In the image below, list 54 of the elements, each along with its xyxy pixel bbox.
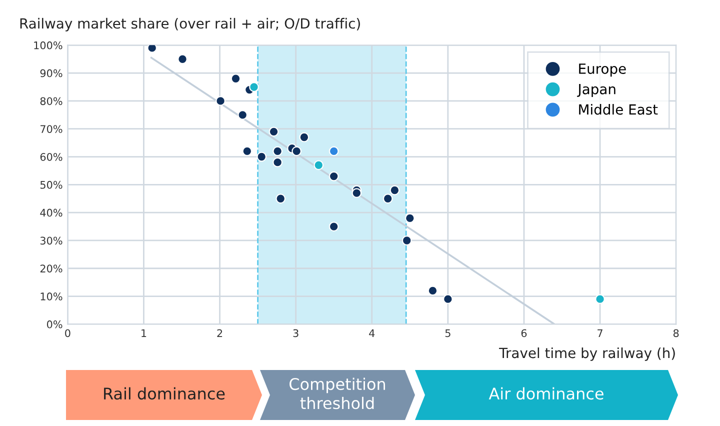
text: Air dominance — [488, 387, 604, 400]
point — [230, 74, 241, 84]
point — [178, 54, 188, 64]
y-tick-label: 10% — [40, 292, 62, 300]
y-tick-label: 80% — [40, 97, 62, 106]
point — [442, 294, 453, 304]
y-tick-label: 100% — [34, 41, 62, 50]
legend-label: Middle East — [579, 104, 658, 115]
y-tick-label: 30% — [40, 236, 62, 245]
y-tick-label: 70% — [40, 125, 62, 133]
chart-title: Railway market share (over rail + air; O/D traffic) — [20, 18, 360, 32]
point — [382, 194, 393, 204]
point — [328, 146, 339, 156]
x-tick-label: 5 — [445, 329, 450, 338]
point — [268, 126, 279, 137]
point — [390, 185, 400, 196]
point — [272, 146, 283, 156]
point — [314, 160, 324, 170]
text: Competition threshold — [290, 378, 386, 410]
x-tick-label: 6 — [521, 329, 527, 338]
x-tick-label: 2 — [217, 329, 222, 337]
text: Rail dominance — [104, 387, 225, 400]
point — [216, 96, 226, 106]
point — [328, 171, 339, 182]
y-tick-label: 90% — [40, 69, 62, 78]
point — [428, 286, 438, 296]
y-tick-label: 0% — [46, 320, 62, 328]
point — [404, 213, 415, 224]
point — [242, 146, 252, 156]
legend-label: Europe — [579, 64, 626, 77]
x-tick-label: 7 — [598, 329, 602, 337]
x-tick-label: 3 — [293, 329, 298, 338]
point — [402, 236, 412, 246]
point — [299, 132, 310, 142]
point — [147, 45, 158, 53]
point — [276, 194, 286, 204]
point — [352, 188, 362, 198]
point — [272, 157, 283, 168]
point — [249, 82, 259, 92]
point — [256, 152, 267, 162]
point — [292, 146, 302, 156]
x-tick-label: 1 — [142, 329, 146, 337]
x-tick-label: 0 — [65, 329, 70, 338]
x-axis-title: Travel time by railway (h) — [499, 347, 675, 361]
y-tick-label: 60% — [40, 152, 62, 161]
y-tick-label: 50% — [40, 180, 62, 189]
y-tick-label: 40% — [40, 208, 62, 217]
point — [595, 294, 605, 304]
x-tick-label: 4 — [369, 329, 375, 337]
point — [328, 222, 339, 232]
point — [238, 110, 248, 120]
y-tick-label: 20% — [40, 264, 62, 272]
legend-label: Japan — [577, 84, 616, 98]
x-tick-label: 8 — [673, 329, 679, 338]
